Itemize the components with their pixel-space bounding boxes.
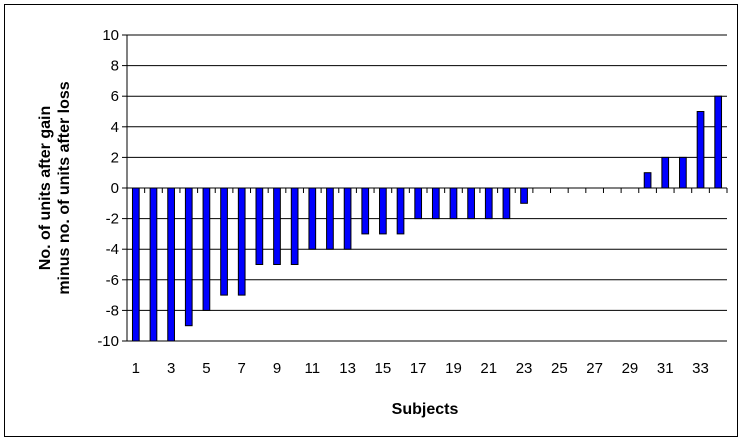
x-tick-label: 9 — [273, 360, 281, 377]
y-tick-label: 2 — [111, 149, 119, 166]
x-tick-label: 1 — [132, 360, 140, 377]
x-tick-label: 21 — [480, 360, 497, 377]
bar-subject-10 — [290, 187, 299, 265]
y-tick-labels: -10 -8 -6 -4 -2 0 2 4 6 8 10 — [97, 27, 119, 350]
x-tick-label: 25 — [551, 360, 568, 377]
bar-subject-8 — [255, 187, 264, 265]
bar-subject-33 — [696, 111, 705, 189]
x-tick-label: 7 — [238, 360, 246, 377]
bar-subject-18 — [431, 187, 440, 220]
x-axis-label: Subjects — [392, 401, 459, 418]
x-tick-label: 11 — [305, 360, 321, 377]
bar-subject-22 — [502, 187, 511, 220]
y-tick-label: 4 — [111, 119, 119, 136]
bar-subject-13 — [343, 187, 352, 250]
bar-subject-4 — [184, 187, 193, 327]
bar-subject-14 — [361, 187, 370, 235]
x-tick-label: 33 — [692, 360, 709, 377]
bar-subject-32 — [679, 156, 687, 189]
y-axis-label: No. of units after gain minus no. of unit… — [37, 81, 73, 294]
bar-subject-16 — [396, 187, 405, 235]
bar-subject-20 — [467, 187, 475, 220]
bar-subject-21 — [484, 187, 493, 220]
bar-subject-17 — [414, 187, 423, 220]
bar-subject-3 — [167, 187, 175, 342]
y-axis-label-line: minus no. of units after loss — [56, 81, 73, 294]
y-tick-label: 6 — [111, 88, 119, 105]
x-tick-label: 31 — [657, 360, 674, 377]
bar-subject-30 — [643, 172, 652, 189]
bar-subject-5 — [202, 187, 211, 311]
y-tick-label: -6 — [106, 272, 119, 289]
bar-subject-9 — [273, 187, 281, 265]
bar-subject-2 — [149, 187, 158, 342]
x-tick-label: 13 — [339, 360, 356, 377]
bar-subject-23 — [520, 187, 528, 204]
y-tick-label: -2 — [106, 211, 119, 228]
y-tick-label: -8 — [106, 302, 119, 319]
bar-subject-6 — [220, 187, 228, 296]
gridlines — [127, 34, 727, 342]
bars — [131, 95, 723, 342]
y-tick-label: -4 — [106, 241, 119, 258]
y-tick-label: 0 — [111, 180, 119, 197]
bar-subject-7 — [237, 187, 246, 296]
x-tick-label: 29 — [622, 360, 639, 377]
y-tick-label: 8 — [111, 58, 119, 75]
bar-subject-1 — [131, 187, 140, 342]
bar-subject-12 — [326, 187, 334, 250]
axes — [122, 34, 728, 342]
bar-subject-11 — [308, 187, 317, 250]
x-tick-label: 27 — [586, 360, 603, 377]
y-tick-label: -10 — [97, 333, 119, 350]
bar-subject-19 — [449, 187, 458, 220]
x-tick-label: 23 — [516, 360, 533, 377]
x-tick-label: 17 — [410, 360, 427, 377]
y-tick-label: 10 — [102, 27, 119, 44]
x-tick-label: 15 — [375, 360, 392, 377]
x-tick-label: 19 — [445, 360, 462, 377]
chart-frame — [4, 4, 738, 437]
bar-subject-34 — [714, 95, 723, 189]
x-tick-label: 3 — [167, 360, 175, 377]
x-tick-labels: 1 3 5 7 9 11 13 15 17 19 21 23 25 27 29 31 33 — [132, 360, 709, 377]
y-axis-label-line: No. of units after gain — [37, 106, 54, 270]
x-tick-label: 5 — [202, 360, 210, 377]
bar-subject-15 — [379, 187, 387, 235]
bar-subject-31 — [661, 156, 670, 189]
